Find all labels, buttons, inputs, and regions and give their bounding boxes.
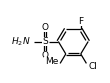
Text: O: O [42, 23, 49, 32]
Text: S: S [42, 37, 48, 46]
Text: Cl: Cl [88, 62, 97, 71]
Text: O: O [42, 51, 49, 60]
Text: Me: Me [45, 57, 58, 66]
Text: F: F [78, 17, 83, 26]
Text: $H_2N$: $H_2N$ [11, 35, 31, 48]
